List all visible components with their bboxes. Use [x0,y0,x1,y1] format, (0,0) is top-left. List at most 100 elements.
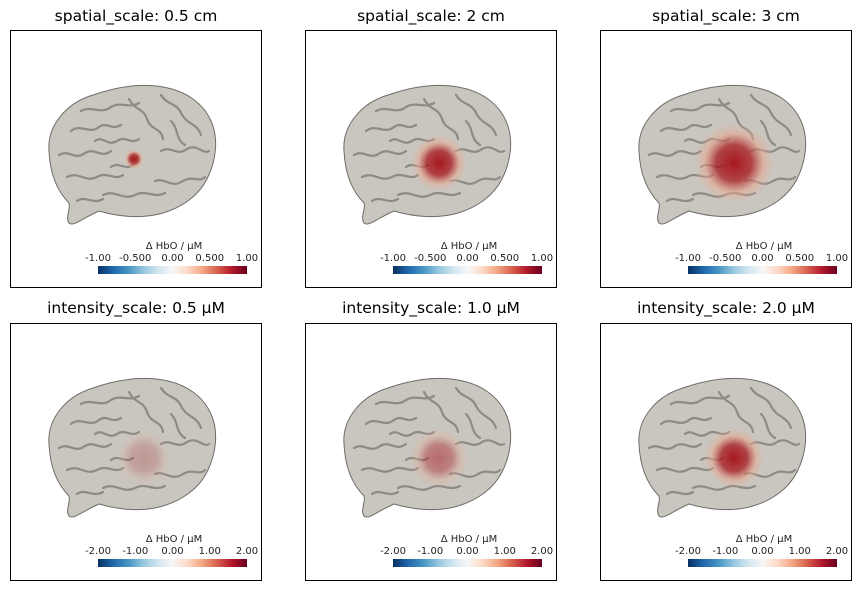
brain-sulcus [749,386,793,430]
colorbar-label: Δ HbO / μM [145,534,203,545]
colorbar-tick-label: -1.00 [380,253,406,264]
colorbar-tick-label: 0.00 [751,253,774,264]
colorbar-tick-label: 1.00 [235,253,259,264]
brain-sulcus [659,123,713,133]
brain-sulcus [169,412,187,440]
brain-sulcus [169,119,187,147]
brain-sulcus [57,442,113,450]
brain-render [638,377,807,518]
brain-panel-intensity-0_5: Δ HbO / μM -2.00 -1.00 0.00 1.00 2.00 [10,323,262,581]
colorbar-tick-label: 0.500 [490,253,520,264]
colorbar [688,559,837,567]
colorbar-ticks: -2.00 -1.00 0.00 1.00 2.00 [85,546,259,558]
colorbar-tick-label: -0.500 [119,253,152,264]
brain-sulcus [396,191,462,198]
brain-sulcus [352,149,408,157]
colorbar-tick-label: 1.00 [788,546,811,557]
brain-panel-intensity-1_0: Δ HbO / μM -2.00 -1.00 0.00 1.00 2.00 [305,323,557,581]
colorbar-tick-label: 0.00 [456,546,479,557]
activation-blob [114,428,174,488]
brain-sulcus [352,442,408,450]
colorbar-tick-label: -2.00 [675,546,701,557]
brain-sulcus [69,416,123,426]
brain-sulcus [655,466,715,473]
panel-title: spatial_scale: 2 cm [357,7,505,25]
brain-render [48,84,217,225]
colorbar-tick-label: 1.00 [493,546,516,557]
brain-sulcus [759,119,777,147]
colorbar [393,266,542,274]
colorbar-tick-label: 1.00 [825,253,849,264]
brain-sulcus [69,123,123,133]
brain-sulcus [665,490,695,496]
activation-blob [124,149,144,169]
brain-sulcus [101,191,167,198]
brain-sulcus [454,386,498,430]
brain-sulcus [647,442,703,450]
brain-sulcus [374,101,436,113]
brain-sulcus [159,93,203,137]
colorbar-label: Δ HbO / μM [735,534,793,545]
brain-sulcus [759,412,777,440]
brain-render [343,84,512,225]
colorbar-tick-label: 2.00 [825,546,849,557]
colorbar-tick-label: -2.00 [85,546,111,557]
brain-sulcus [159,146,211,153]
brain-sulcus [101,484,167,491]
brain-sulcus [374,394,436,406]
brain-sulcus [464,119,482,147]
activation-blob [694,123,774,203]
activation-blob [704,428,764,488]
brain-sulcus [454,146,506,153]
brain-sulcus [364,416,418,426]
brain-render [638,84,807,225]
brain-sulcus [370,490,400,496]
brain-sulcus [127,97,165,141]
brain-sulcus [464,412,482,440]
brain-sulcus [717,390,755,434]
brain-sulcus [749,93,793,137]
activation-blob [411,135,467,191]
colorbar-tick-label: -1.00 [417,546,444,557]
colorbar [393,559,542,567]
colorbar-ticks: -1.00 -0.500 0.00 0.500 1.00 [675,253,849,265]
brain-panel-intensity-2_0: Δ HbO / μM -2.00 -1.00 0.00 1.00 2.00 [600,323,852,581]
brain-sulcus [79,394,141,406]
brain-sulcus [159,386,203,430]
brain-panel-spatial-0_5: Δ HbO / μM -1.00 -0.500 0.00 0.500 1.00 [10,30,262,288]
brain-sulcus [65,173,125,180]
colorbar-tick-label: -1.00 [712,546,739,557]
activation-blob [409,428,469,488]
brain-sulcus [153,175,207,185]
brain-sulcus [127,390,165,434]
brain-panel-spatial-2: Δ HbO / μM -1.00 -0.500 0.00 0.500 1.00 [305,30,557,288]
brain-sulcus [360,173,420,180]
colorbar-tick-label: 0.500 [195,253,225,264]
colorbar-label: Δ HbO / μM [735,241,793,252]
colorbar-tick-label: 1.00 [530,253,554,264]
colorbar-tick-label: -0.500 [709,253,742,264]
colorbar-ticks: -1.00 -0.500 0.00 0.500 1.00 [380,253,554,265]
colorbar-tick-label: 0.500 [785,253,815,264]
colorbar-tick-label: -2.00 [380,546,406,557]
brain-sulcus [65,466,125,473]
brain-sulcus [422,390,460,434]
brain-sulcus [370,197,400,203]
colorbar-tick-label: 0.00 [456,253,479,264]
colorbar-tick-label: -1.00 [85,253,111,264]
panel-title: intensity_scale: 1.0 μM [342,299,520,317]
colorbar [98,266,247,274]
colorbar-label: Δ HbO / μM [145,241,203,252]
brain-sulcus [647,149,703,157]
colorbar-label: Δ HbO / μM [440,534,498,545]
brain-sulcus [57,149,113,157]
panel-title: intensity_scale: 0.5 μM [47,299,225,317]
colorbar-ticks: -2.00 -1.00 0.00 1.00 2.00 [380,546,553,558]
colorbar-ticks: -1.00 -0.500 0.00 0.500 1.00 [85,253,259,265]
colorbar-tick-label: 2.00 [235,546,259,557]
brain-render [48,377,217,518]
panel-title: spatial_scale: 3 cm [652,7,800,25]
colorbar [688,266,837,274]
brain-sulcus [691,484,757,491]
colorbar-tick-label: 0.00 [161,253,184,264]
